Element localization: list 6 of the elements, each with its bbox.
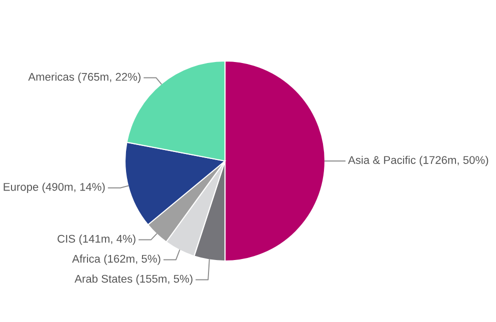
slice-label: Americas (765m, 22%) xyxy=(28,72,140,83)
slice-label: CIS (141m, 4%) xyxy=(58,234,136,245)
slice-label: Europe (490m, 14%) xyxy=(4,182,105,194)
slice-label: Arab States (155m, 5%) xyxy=(74,274,192,285)
slice-label: Africa (162m, 5%) xyxy=(72,254,160,265)
slice-label: Asia & Pacific (1726m, 50%) xyxy=(348,156,488,166)
